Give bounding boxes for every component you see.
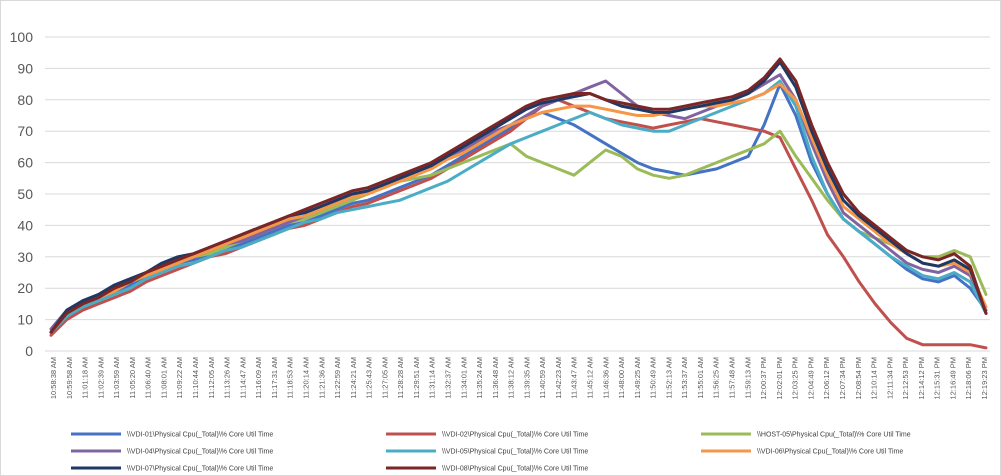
x-tick-label: 11:48:00 AM [617, 357, 626, 399]
x-tick-label: 11:06:40 AM [144, 357, 153, 399]
x-tick-label: 11:28:28 AM [396, 357, 405, 399]
x-tick-label: 11:29:51 AM [412, 357, 421, 399]
x-tick-label: 11:05:20 AM [128, 357, 137, 399]
x-tick-label: 11:46:36 AM [601, 357, 610, 399]
y-tick-label: 80 [17, 92, 33, 108]
y-tick-label: 0 [25, 343, 33, 359]
gridlines [45, 36, 990, 352]
x-tick-label: 11:55:01 AM [696, 357, 705, 399]
x-tick-label: 11:24:21 AM [349, 357, 358, 399]
x-tick-label: 11:50:49 AM [649, 357, 658, 399]
x-tick-label: 11:57:48 AM [728, 357, 737, 399]
x-tick-label: 11:40:59 AM [538, 357, 547, 399]
x-tick-label: 12:03:25 PM [791, 357, 800, 400]
y-tick-label: 40 [17, 217, 33, 233]
x-tick-label: 11:03:59 AM [112, 357, 121, 399]
x-tick-label: 10:58:38 AM [49, 357, 58, 399]
legend-label: \\VDI-08\Physical Cpu(_Total)\% Core Uti… [442, 466, 588, 473]
x-tick-label: 10:59:58 AM [65, 357, 74, 399]
x-tick-label: 12:04:49 PM [806, 357, 815, 400]
legend-label: \\VDI-04\Physical Cpu(_Total)\% Core Uti… [127, 449, 273, 456]
series-line-2 [49, 98, 988, 350]
x-tick-label: 11:31:14 AM [428, 357, 437, 399]
x-tick-label: 12:12:53 PM [901, 357, 910, 400]
y-tick-label: 70 [17, 123, 33, 139]
y-tick-label: 50 [17, 186, 33, 202]
x-tick-label: 12:00:37 PM [759, 357, 768, 400]
x-tick-label: 11:10:44 AM [191, 357, 200, 399]
x-tick-label: 11:34:01 AM [459, 357, 468, 399]
series-line-8 [49, 57, 988, 334]
x-tick-label: 11:53:37 AM [680, 357, 689, 399]
x-tick-label: 11:08:01 AM [159, 357, 168, 399]
x-tick-label: 11:17:31 AM [270, 357, 279, 399]
x-tick-label: 11:18:53 AM [286, 357, 295, 399]
y-tick-label: 90 [17, 60, 33, 76]
legend-label: \\VDI-07\Physical Cpu(_Total)\% Core Uti… [127, 466, 273, 473]
x-tick-label: 11:52:13 AM [664, 357, 673, 399]
x-tick-label: 11:42:23 AM [554, 357, 563, 399]
y-tick-label: 100 [10, 29, 34, 45]
x-tick-label: 12:19:23 PM [980, 357, 989, 400]
x-tick-label: 11:27:05 AM [380, 357, 389, 399]
x-tick-label: 11:35:24 AM [475, 357, 484, 399]
x-axis: 10:58:38 AM 10:59:58 AM 11:01:18 AM 11:02:3… [49, 357, 989, 400]
x-tick-label: 11:25:43 AM [365, 357, 374, 399]
series-line-3 [49, 129, 988, 334]
x-tick-label: 11:12:05 AM [207, 357, 216, 399]
x-tick-label: 12:06:12 PM [822, 357, 831, 400]
x-tick-label: 12:07:34 PM [838, 357, 847, 400]
y-tick-label: 10 [17, 312, 33, 328]
y-tick-label: 20 [17, 280, 33, 296]
legend-label: \\VDI-05\Physical Cpu(_Total)\% Core Uti… [442, 449, 588, 456]
x-tick-label: 11:49:25 AM [633, 357, 642, 399]
x-tick-label: 12:08:54 PM [854, 357, 863, 400]
x-tick-label: 11:01:18 AM [81, 357, 90, 399]
x-tick-label: 11:21:36 AM [317, 357, 326, 399]
y-tick-label: 60 [17, 155, 33, 171]
x-tick-label: 11:59:13 AM [743, 357, 752, 399]
x-tick-label: 11:32:37 AM [443, 357, 452, 399]
x-tick-label: 12:14:12 PM [917, 357, 926, 400]
plot-area [49, 57, 988, 350]
x-tick-label: 11:45:12 AM [586, 357, 595, 399]
x-tick-label: 12:15:31 PM [933, 357, 942, 400]
y-tick-label: 30 [17, 249, 33, 265]
x-tick-label: 12:11:34 PM [885, 357, 894, 399]
x-tick-label: 11:13:26 AM [223, 357, 232, 399]
x-tick-label: 11:14:47 AM [238, 357, 247, 399]
x-tick-label: 11:20:14 AM [301, 357, 310, 399]
legend-label: \\VDI-01\Physical Cpu(_Total)\% Core Uti… [127, 432, 273, 439]
series-line-5 [49, 79, 988, 334]
x-tick-label: 12:18:06 PM [964, 357, 973, 400]
x-tick-label: 12:16:49 PM [948, 357, 957, 400]
series-line-6 [49, 82, 988, 334]
x-tick-label: 11:02:39 AM [96, 357, 105, 399]
x-tick-label: 11:16:09 AM [254, 357, 263, 399]
legend: \\VDI-01\Physical Cpu(_Total)\% Core Uti… [71, 432, 911, 473]
legend-label: \\HOST-05\Physical Cpu(_Total)\% Core Ut… [757, 432, 911, 439]
legend-label: \\VDI-02\Physical Cpu(_Total)\% Core Uti… [442, 432, 588, 439]
y-axis: 0 10 20 30 40 50 60 70 80 90 100 [10, 29, 34, 359]
x-tick-label: 11:56:25 AM [712, 357, 721, 399]
x-tick-label: 11:09:22 AM [175, 357, 184, 399]
x-tick-label: 12:02:01 PM [775, 357, 784, 400]
x-tick-label: 11:43:47 AM [570, 357, 579, 399]
x-tick-label: 11:38:12 AM [507, 357, 516, 399]
x-tick-label: 11:39:35 AM [522, 357, 531, 399]
legend-label: \\VDI-06\Physical Cpu(_Total)\% Core Uti… [757, 449, 903, 456]
x-tick-label: 11:36:48 AM [491, 357, 500, 399]
x-tick-label: 12:10:14 PM [870, 357, 879, 400]
x-tick-label: 11:22:59 AM [333, 357, 342, 399]
